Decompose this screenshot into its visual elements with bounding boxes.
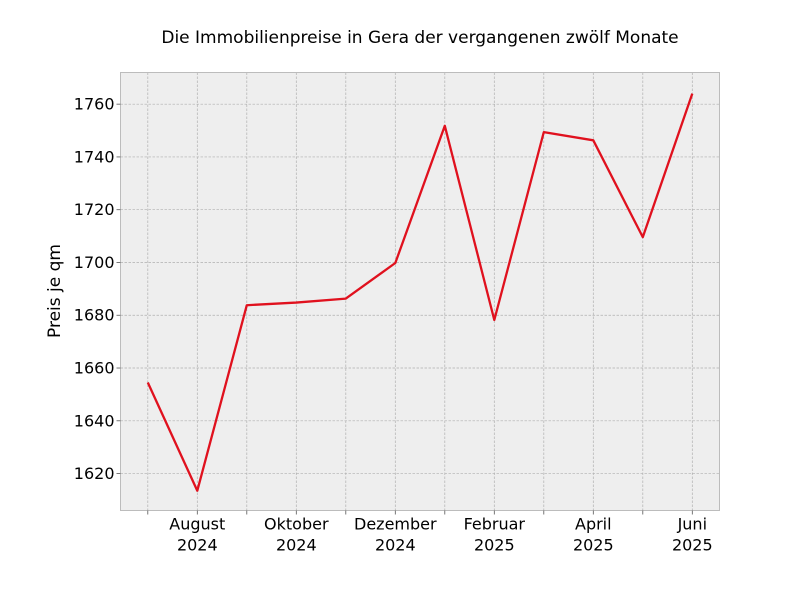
x-tick-label: Februar [464, 515, 526, 534]
x-tick-label: Juni [677, 515, 707, 534]
y-axis: 1620 1640 1660 1680 1700 1720 1740 1760 [74, 95, 121, 483]
x-tick-label: April [575, 515, 612, 534]
y-tick-label: 1620 [74, 464, 115, 483]
chart-title: Die Immobilienpreise in Gera der vergang… [161, 28, 678, 48]
x-tick-label: Oktober [264, 515, 329, 534]
y-axis-label: Preis je qm [45, 244, 65, 338]
x-tick-label: Dezember [354, 515, 437, 534]
plot-area [120, 72, 720, 511]
x-tick-label-year: 2025 [672, 536, 713, 555]
x-tick-label-year: 2024 [177, 536, 218, 555]
series-layer [146, 93, 694, 492]
y-tick-label: 1660 [74, 359, 115, 378]
x-tick-label-year: 2025 [573, 536, 614, 555]
plot-frame [120, 72, 720, 511]
x-axis: August 2024 Oktober 2024 Dezember 2024 Februar… [147, 510, 713, 555]
series-line [146, 93, 694, 492]
x-tick-label-year: 2024 [375, 536, 416, 555]
x-tick-label-year: 2025 [474, 536, 515, 555]
x-tick-label-year: 2024 [276, 536, 317, 555]
y-tick-label: 1640 [74, 411, 115, 430]
x-tick-label: August [169, 515, 225, 534]
grid [120, 72, 720, 511]
y-tick-label: 1720 [74, 200, 115, 219]
y-tick-label: 1700 [74, 253, 115, 272]
y-tick-label: 1760 [74, 95, 115, 114]
y-tick-label: 1680 [74, 306, 115, 325]
y-tick-label: 1740 [74, 147, 115, 166]
